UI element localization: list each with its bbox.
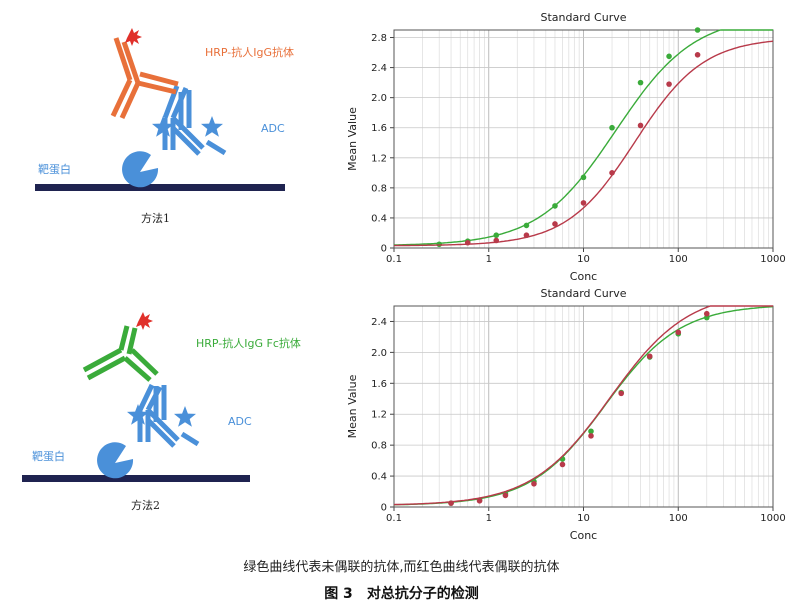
adc-antibody <box>162 85 227 156</box>
data-point <box>694 52 701 58</box>
x-tick-label: 10 <box>577 513 590 524</box>
adc-label: ADC <box>228 415 252 428</box>
series-fit-line <box>393 305 773 506</box>
drug-star-icon <box>127 404 149 425</box>
drug-star-icon <box>152 116 174 137</box>
standard-curve-chart-2: 0.1 1 10 100 1000 0 0.4 0.8 1.2 1.6 2.0 2.4 Standard… <box>346 287 786 542</box>
data-point <box>637 122 644 129</box>
x-axis-label: Conc <box>570 270 597 283</box>
chart-title: Standard Curve <box>541 287 627 300</box>
detection-antibody <box>110 37 179 120</box>
data-point <box>703 310 710 317</box>
y-tick-label: 0.8 <box>371 441 387 452</box>
figure-note: 绿色曲线代表未偶联的抗体,而红色曲线代表偶联的抗体 <box>243 560 560 575</box>
data-point <box>666 81 672 87</box>
y-tick-label: 0 <box>381 503 387 514</box>
x-axis-label: Conc <box>570 529 597 542</box>
x-tick-label: 1000 <box>760 513 785 524</box>
x-tick-label: 1000 <box>760 254 785 265</box>
adc-label: ADC <box>261 122 285 135</box>
data-point <box>609 124 615 131</box>
x-tick-label: 0.1 <box>386 513 402 524</box>
y-tick-label: 2.0 <box>371 348 387 359</box>
data-point <box>552 203 558 209</box>
data-point <box>493 237 500 244</box>
y-tick-label: 2.4 <box>371 317 387 328</box>
series-fit-line <box>394 40 774 247</box>
detection-antibody-label: HRP-抗人IgG Fc抗体 <box>196 337 301 350</box>
data-point <box>464 239 471 246</box>
data-point <box>476 498 483 504</box>
data-point <box>580 174 587 181</box>
data-point <box>523 222 530 229</box>
data-point <box>559 461 566 468</box>
y-tick-label: 1.6 <box>371 379 387 390</box>
y-axis-label: Mean Value <box>346 107 359 171</box>
plot-frame <box>393 305 774 508</box>
y-tick-label: 2.0 <box>371 93 387 104</box>
data-point <box>675 329 682 336</box>
x-tick-label: 1 <box>486 254 492 265</box>
figure-label: 图 3 <box>324 586 353 602</box>
y-axis-label: Mean Value <box>346 374 359 438</box>
chart-title: Standard Curve <box>541 11 627 24</box>
standard-curve-chart-1: 0.1 1 10 100 1000 0 0.4 0.8 1.2 1.6 2.0 2.4 2.8 Stand… <box>346 11 786 283</box>
y-tick-label: 2.4 <box>371 63 387 74</box>
data-point <box>666 53 672 60</box>
data-point <box>588 433 594 439</box>
diagram-method-2 <box>22 312 250 482</box>
data-point <box>694 27 701 33</box>
plate-surface <box>35 184 285 191</box>
target-protein-label: 靶蛋白 <box>38 163 71 176</box>
data-point <box>580 200 587 206</box>
x-tick-label: 0.1 <box>386 254 402 265</box>
y-tick-label: 1.2 <box>371 153 387 164</box>
drug-star-icon <box>201 116 223 137</box>
y-tick-label: 0.4 <box>371 213 387 224</box>
x-tick-label: 100 <box>669 254 688 265</box>
y-tick-label: 0.4 <box>371 472 387 483</box>
target-protein-label: 靶蛋白 <box>32 450 65 463</box>
data-point <box>436 241 443 248</box>
data-point <box>618 390 625 397</box>
detection-antibody <box>82 325 159 382</box>
y-tick-label: 1.6 <box>371 123 387 134</box>
data-point <box>493 232 500 239</box>
data-point <box>646 353 653 360</box>
hrp-enzyme-icon <box>136 312 153 330</box>
data-point <box>531 481 537 487</box>
data-point <box>552 221 558 227</box>
y-tick-label: 1.2 <box>371 410 387 421</box>
detection-antibody-label: HRP-抗人IgG抗体 <box>205 46 295 59</box>
data-point <box>502 492 509 499</box>
y-tick-label: 2.8 <box>371 33 387 44</box>
data-point <box>609 170 615 176</box>
plate-surface <box>22 475 250 482</box>
x-tick-label: 1 <box>486 513 492 524</box>
hrp-enzyme-icon <box>125 28 142 46</box>
adc-antibody <box>137 383 200 448</box>
method-label: 方法1 <box>141 212 170 225</box>
data-point <box>703 314 710 321</box>
data-point <box>523 232 530 239</box>
drug-star-icon <box>174 406 196 427</box>
y-tick-label: 0 <box>381 244 387 255</box>
figure-caption: 图 3 对总抗分子的检测 <box>0 583 803 603</box>
target-protein-shape <box>97 442 134 479</box>
x-tick-label: 10 <box>577 254 590 265</box>
x-tick-label: 100 <box>669 513 688 524</box>
diagram-method-1 <box>35 28 285 191</box>
figure-title: 对总抗分子的检测 <box>366 586 479 602</box>
plot-frame <box>393 29 774 249</box>
method-label: 方法2 <box>131 499 160 512</box>
data-point <box>637 79 644 86</box>
data-point <box>588 428 594 435</box>
target-protein-shape <box>122 151 159 188</box>
y-tick-label: 0.8 <box>371 183 387 194</box>
data-point <box>448 500 454 506</box>
